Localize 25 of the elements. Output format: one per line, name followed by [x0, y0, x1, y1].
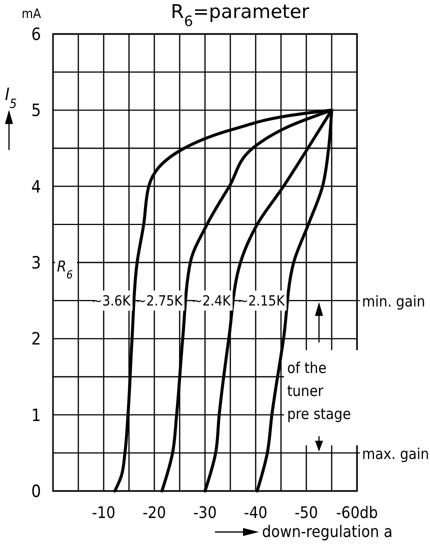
series-label: ~2.4K — [192, 294, 232, 310]
y-tick-label: 1 — [31, 406, 41, 426]
y-tick-label: 4 — [31, 177, 41, 198]
chart-title: R$_{6}$=parameter — [170, 1, 310, 30]
x-tick-label: -40 — [244, 503, 268, 522]
y-tick-label: 0 — [31, 482, 41, 502]
x-tick-label: -10 — [92, 503, 116, 522]
y-tick-label: 3 — [31, 254, 41, 274]
text: mA — [22, 7, 41, 22]
series-label: ~3.6K — [92, 294, 132, 310]
x-tick-label: -20 — [142, 503, 166, 522]
y-tick-label: 5 — [31, 101, 41, 122]
x-tick-label: -30 — [193, 503, 217, 522]
y-tick-label: 2 — [31, 330, 41, 350]
text: max. gain — [362, 444, 430, 463]
legend-label: ~2.15K — [238, 294, 286, 310]
x-tick-label: -60db — [336, 503, 378, 522]
annotation: R$_{6}$ — [57, 258, 73, 281]
series-label: ~2.75K — [136, 294, 184, 310]
y-axis-title: I$_{5}$ — [5, 85, 17, 112]
x-axis-title: down-regulation a — [262, 522, 393, 541]
x-tick-label: -50 — [294, 503, 318, 522]
text: min. gain — [362, 292, 426, 311]
annotation: of the tuner pre stage — [287, 358, 351, 423]
y-tick-label: 6 — [31, 25, 41, 45]
